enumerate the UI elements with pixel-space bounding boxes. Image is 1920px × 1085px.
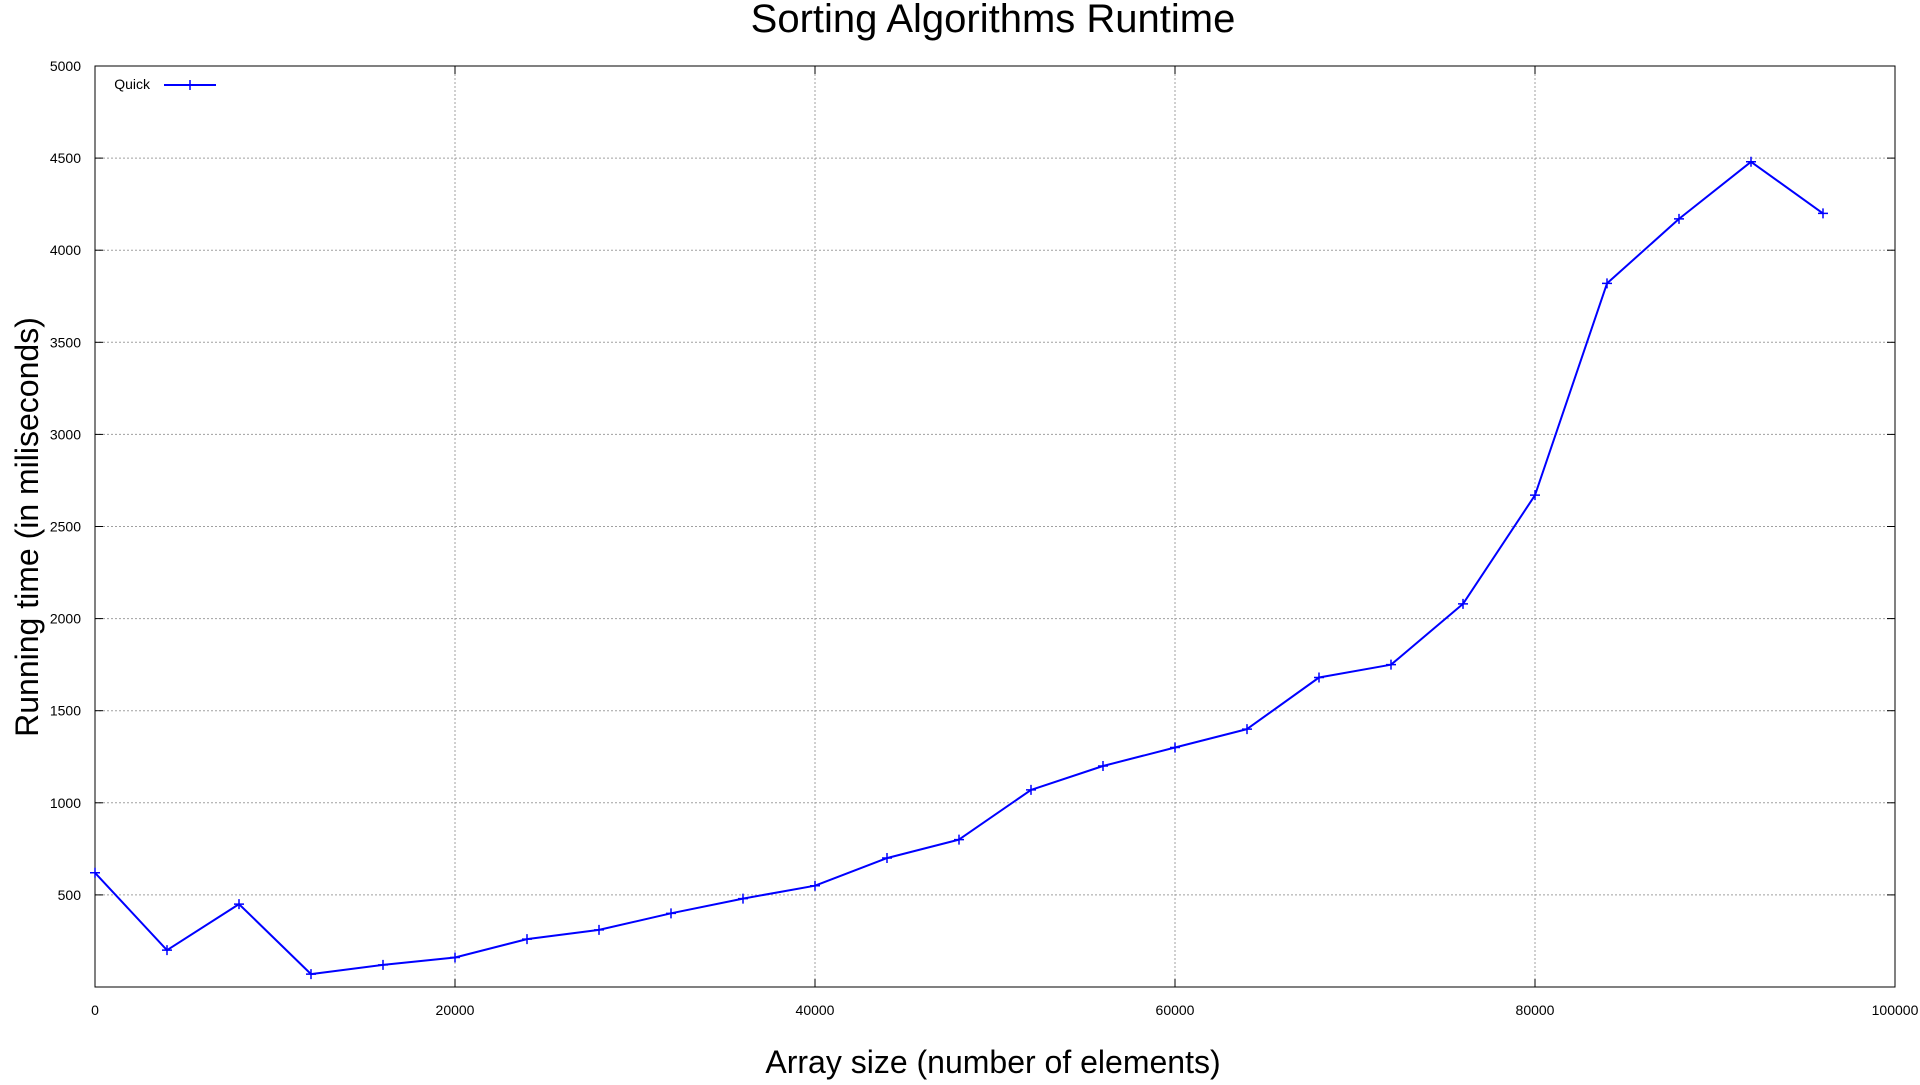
y-tick-label: 5000: [50, 58, 81, 74]
data-point-quick: [954, 834, 964, 845]
y-tick-label: 3000: [50, 426, 81, 442]
data-point-quick: [1098, 760, 1108, 771]
data-point-quick: [162, 945, 172, 956]
y-tick-label: 1000: [50, 795, 81, 811]
y-tick-label: 4500: [50, 150, 81, 166]
x-tick-label: 40000: [796, 1002, 835, 1018]
y-tick-label: 1500: [50, 703, 81, 719]
legend: Quick: [114, 76, 216, 92]
legend-marker-quick: [185, 80, 195, 90]
data-point-quick: [1602, 278, 1612, 289]
data-point-quick: [1386, 659, 1396, 670]
y-axis: 500 1000 1500 2000 2500 3000 3500 4000 4500 5000: [50, 58, 1895, 903]
data-point-quick: [90, 867, 100, 878]
data-point-quick: [306, 969, 316, 980]
data-point-quick: [1530, 490, 1540, 501]
legend-label-quick: Quick: [114, 76, 151, 92]
y-axis-label: Running time (in miliseconds): [9, 317, 45, 737]
x-tick-label: 20000: [436, 1002, 475, 1018]
x-axis-label: Array size (number of elements): [765, 1044, 1220, 1080]
data-point-quick: [1026, 784, 1036, 795]
data-point-quick: [1242, 724, 1252, 735]
data-point-quick: [234, 899, 244, 910]
y-tick-label: 500: [58, 887, 82, 903]
data-point-quick: [522, 934, 532, 945]
data-point-quick: [738, 893, 748, 904]
data-point-quick: [1314, 672, 1324, 683]
data-point-quick: [450, 952, 460, 963]
data-point-quick: [378, 959, 388, 970]
data-point-quick: [1746, 156, 1756, 167]
grid: [95, 66, 1895, 987]
chart-title: Sorting Algorithms Runtime: [751, 0, 1236, 41]
y-tick-label: 2500: [50, 519, 81, 535]
series-layer: [90, 156, 1828, 980]
y-tick-label: 3500: [50, 334, 81, 350]
x-tick-label: 60000: [1156, 1002, 1195, 1018]
y-tick-label: 2000: [50, 611, 81, 627]
data-point-quick: [1170, 742, 1180, 753]
x-tick-label: 80000: [1516, 1002, 1555, 1018]
data-point-quick: [882, 853, 892, 864]
x-tick-label: 100000: [1872, 1002, 1919, 1018]
data-point-quick: [1674, 213, 1684, 224]
data-point-quick: [594, 924, 604, 935]
data-point-quick: [666, 908, 676, 919]
y-tick-label: 4000: [50, 242, 81, 258]
data-point-quick: [810, 880, 820, 891]
data-point-quick: [1818, 208, 1828, 219]
x-axis: 0 20000 40000 60000 80000 100000: [91, 66, 1919, 1018]
x-tick-label: 0: [91, 1002, 99, 1018]
data-point-quick: [1458, 598, 1468, 609]
series-line-quick: [94, 160, 1824, 976]
